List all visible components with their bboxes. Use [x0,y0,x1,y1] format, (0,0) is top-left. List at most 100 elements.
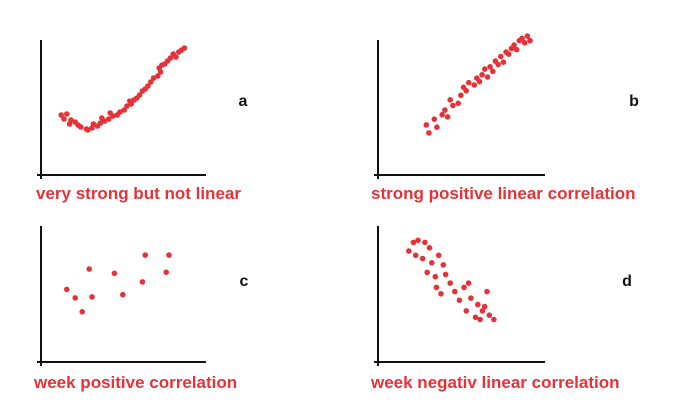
data-point [422,239,428,246]
data-point [155,73,161,79]
data-point [479,72,485,78]
data-point [490,68,496,75]
data-point [444,114,451,120]
data-point [433,284,440,291]
data-point [426,130,432,136]
data-point [476,78,483,85]
data-point [511,42,517,48]
panel-letter: b [629,93,639,110]
scatter-panel-a: a very strong but not linear [36,40,248,203]
data-point [167,55,174,61]
data-point [89,294,95,300]
data-point [150,75,157,81]
data-point [61,116,67,122]
data-point [419,255,426,262]
data-point [181,45,188,51]
data-point [66,121,73,127]
panel-letter: d [622,273,632,290]
data-point [471,82,478,88]
data-point [97,120,104,126]
data-point [124,103,130,109]
data-point [107,110,113,116]
data-point [426,245,433,251]
data-point [440,262,447,268]
data-point [79,309,85,315]
data-point [75,122,81,128]
data-point [481,303,488,310]
data-point [85,127,91,133]
data-point [479,308,486,314]
data-point [452,288,458,295]
data-point [438,291,444,297]
data-point [442,271,449,278]
data-point [463,308,470,314]
data-point [148,79,154,85]
data-point [111,270,118,277]
data-point [423,122,430,128]
data-point [106,116,112,122]
data-point [117,109,123,115]
panel-caption: very strong but not linear [36,184,241,203]
panel-letter: c [240,273,249,290]
data-point [458,92,464,99]
data-point [410,239,417,246]
data-point [477,316,483,323]
data-point [468,295,474,301]
data-point [424,269,431,276]
data-point [495,61,501,68]
data-point [447,97,454,103]
data-point [64,111,70,117]
data-point [159,62,165,68]
scatter-panel-b: b strong positive linear correlation [371,33,639,203]
data-point [136,92,143,98]
data-point [487,64,493,70]
data-point [432,273,439,280]
data-point [99,115,105,121]
data-point [439,111,446,118]
data-point [131,97,137,103]
data-point [484,288,490,295]
data-point [163,269,169,276]
data-point [72,295,78,301]
data-point [456,297,463,304]
data-point [139,279,146,285]
data-point [142,252,148,258]
data-point [166,252,172,258]
data-point [455,100,462,107]
data-point [406,248,412,254]
data-point [90,121,97,127]
data-point [505,51,512,57]
data-point [120,291,126,298]
data-point [461,284,467,291]
data-point [127,98,133,104]
data-point [465,280,472,286]
scatter-panel-d: d week negativ linear correlation [370,226,632,392]
panel-caption: week positive correlation [33,373,237,392]
data-point [450,102,456,109]
data-point [498,53,504,60]
panel-letter: a [239,93,248,110]
panel-caption: strong positive linear correlation [371,184,636,203]
data-point [86,266,92,272]
data-point [500,59,507,65]
data-point [412,252,419,259]
data-point [435,252,442,259]
data-point [142,86,148,92]
data-point [447,280,454,286]
data-point [527,37,533,44]
data-point [486,312,493,319]
data-point [64,286,70,293]
data-point [513,46,520,53]
data-point [173,54,179,60]
data-point [434,124,440,130]
data-point [519,35,525,42]
data-point [415,237,421,244]
data-point [58,112,64,118]
data-point [521,40,528,46]
data-point [442,107,448,113]
data-point [466,79,472,86]
data-point [524,33,531,39]
data-point [472,314,479,321]
panel-caption: week negativ linear correlation [370,373,619,392]
